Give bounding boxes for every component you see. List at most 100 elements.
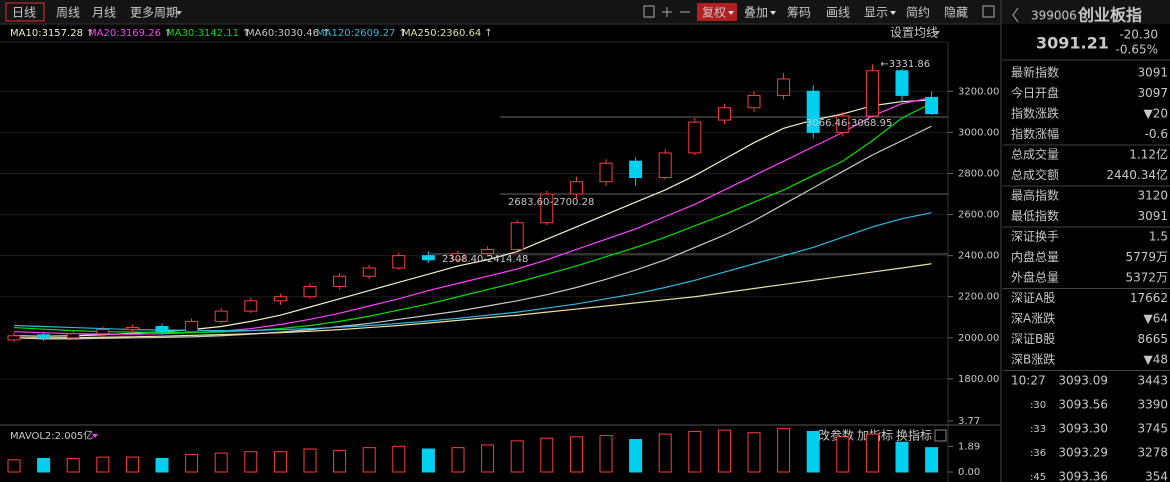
stat-label: 内盘总量 bbox=[1011, 249, 1059, 264]
range-annotation: 2683.60-2700.28 bbox=[508, 197, 594, 208]
window-icons bbox=[643, 5, 995, 18]
candle-body bbox=[37, 334, 51, 339]
ma-legend: MA30:3142.11 ↑ bbox=[166, 28, 250, 39]
dropdown-arrow bbox=[770, 11, 776, 15]
trade-time: :33 bbox=[1030, 424, 1046, 435]
ma-line bbox=[13, 102, 932, 334]
high-value: 3331.86 bbox=[889, 59, 930, 70]
trade-time: :45 bbox=[1030, 472, 1046, 482]
y-tick-label: 3200.00 bbox=[958, 86, 999, 97]
y-tick-label: 0.00 bbox=[958, 467, 980, 478]
ma-sep: : bbox=[38, 28, 41, 39]
stat-value: ▼64 bbox=[1144, 312, 1169, 326]
trade-time: :36 bbox=[1030, 448, 1046, 459]
ma-legend: MA250:2360.64 ↑ bbox=[402, 28, 493, 39]
ma-line bbox=[14, 263, 932, 339]
y-tick-label: 1.89 bbox=[958, 441, 980, 452]
tool-button[interactable]: 简约 bbox=[906, 5, 930, 20]
candle-body bbox=[125, 327, 139, 331]
candle-body bbox=[895, 70, 909, 96]
candle-body bbox=[747, 94, 761, 109]
ma-name: MA10 bbox=[10, 28, 38, 39]
volume-bar bbox=[569, 436, 583, 473]
tool-button[interactable]: 复权 bbox=[702, 6, 726, 20]
candle-body bbox=[273, 296, 287, 302]
dropdown-arrow bbox=[92, 434, 98, 438]
candle-body bbox=[451, 253, 465, 261]
period-tab[interactable]: 月线 bbox=[92, 6, 116, 20]
trade-price: 3093.36 bbox=[1058, 470, 1108, 482]
ma-name: MA30 bbox=[166, 28, 194, 39]
tool-active bbox=[697, 3, 737, 21]
ma-setting[interactable]: 设置均线 bbox=[890, 26, 938, 40]
trade-volume: 3278 bbox=[1137, 446, 1168, 460]
quote-price: 3091.21 bbox=[1036, 34, 1109, 53]
candle-body bbox=[629, 160, 643, 179]
stat-value: 3091 bbox=[1137, 66, 1168, 80]
period-tab[interactable]: 日线 bbox=[12, 6, 36, 20]
candle-body bbox=[155, 326, 169, 333]
period-tab[interactable]: 更多周期 bbox=[130, 6, 178, 20]
volume-bar bbox=[895, 441, 909, 473]
stat-value: 3091 bbox=[1137, 209, 1168, 223]
ma-sep: : bbox=[437, 28, 440, 39]
tool-button[interactable]: 画线 bbox=[826, 6, 850, 20]
candle-body bbox=[333, 275, 347, 287]
stat-label: 今日开盘 bbox=[1011, 85, 1059, 100]
lock-icon[interactable] bbox=[643, 5, 655, 18]
volume-bar bbox=[125, 456, 139, 473]
stat-label: 总成交量 bbox=[1011, 147, 1059, 162]
tool-button[interactable]: 叠加 bbox=[744, 6, 768, 20]
candle-body bbox=[362, 267, 376, 277]
volume-bar bbox=[629, 439, 643, 473]
stat-value: -0.6 bbox=[1145, 127, 1168, 141]
trade-volume: 3390 bbox=[1137, 398, 1168, 412]
trade-volume: 3745 bbox=[1137, 422, 1168, 436]
tab-active bbox=[5, 2, 45, 22]
candle-body bbox=[510, 222, 524, 250]
ma-value: 2360.64 bbox=[440, 28, 481, 39]
candle-body bbox=[392, 255, 406, 269]
ma-name: MA20 bbox=[88, 28, 116, 39]
volume-bar bbox=[836, 436, 850, 473]
volume-bar bbox=[599, 434, 613, 473]
ma-sep: : bbox=[194, 28, 197, 39]
volume-button[interactable]: 换指标 bbox=[896, 428, 932, 443]
candle-body bbox=[96, 329, 110, 335]
volume-bar bbox=[96, 456, 110, 473]
period-tab[interactable]: 周线 bbox=[56, 6, 80, 20]
volume-bar bbox=[747, 432, 761, 473]
trade-time: 10:27 bbox=[1011, 374, 1046, 388]
ma-sep: : bbox=[116, 28, 119, 39]
candle-body bbox=[244, 300, 258, 312]
volume-bar bbox=[688, 430, 702, 473]
stat-value: 5779万 bbox=[1125, 250, 1168, 264]
stat-label: 最低指数 bbox=[1011, 208, 1059, 223]
volume-bar bbox=[185, 453, 199, 473]
range-annotation: 2308.40-2414.48 bbox=[442, 254, 528, 265]
close-button[interactable] bbox=[934, 429, 947, 442]
tool-button[interactable]: 筹码 bbox=[787, 6, 811, 20]
stat-label: 指数涨幅 bbox=[1011, 126, 1059, 141]
dropdown-arrow bbox=[890, 11, 896, 15]
y-tick-label: 3.77 bbox=[958, 416, 980, 427]
ma-line bbox=[13, 99, 932, 337]
high-annotation: ←3331.86 bbox=[880, 59, 930, 70]
stat-label: 总成交额 bbox=[1011, 167, 1059, 182]
ma-line bbox=[13, 97, 932, 335]
candle-body bbox=[185, 320, 199, 333]
tool-button[interactable]: 隐藏 bbox=[944, 6, 968, 20]
window-button[interactable] bbox=[982, 5, 995, 18]
dropdown-arrow bbox=[176, 11, 182, 15]
tool-button[interactable]: 显示 bbox=[864, 6, 888, 20]
candle-body bbox=[658, 152, 672, 179]
trade-volume: 3443 bbox=[1137, 374, 1168, 388]
stat-value: ▼48 bbox=[1144, 353, 1169, 367]
y-tick-label: 2400.00 bbox=[958, 251, 999, 262]
back-icon[interactable] bbox=[1012, 7, 1019, 23]
volume-bar bbox=[925, 447, 939, 473]
volume-bar bbox=[717, 429, 731, 473]
ma-value: 3157.28 bbox=[42, 28, 83, 39]
stat-label: 深B涨跌 bbox=[1011, 352, 1055, 367]
range-annotation: 3066.46-3068.95 bbox=[806, 118, 892, 129]
